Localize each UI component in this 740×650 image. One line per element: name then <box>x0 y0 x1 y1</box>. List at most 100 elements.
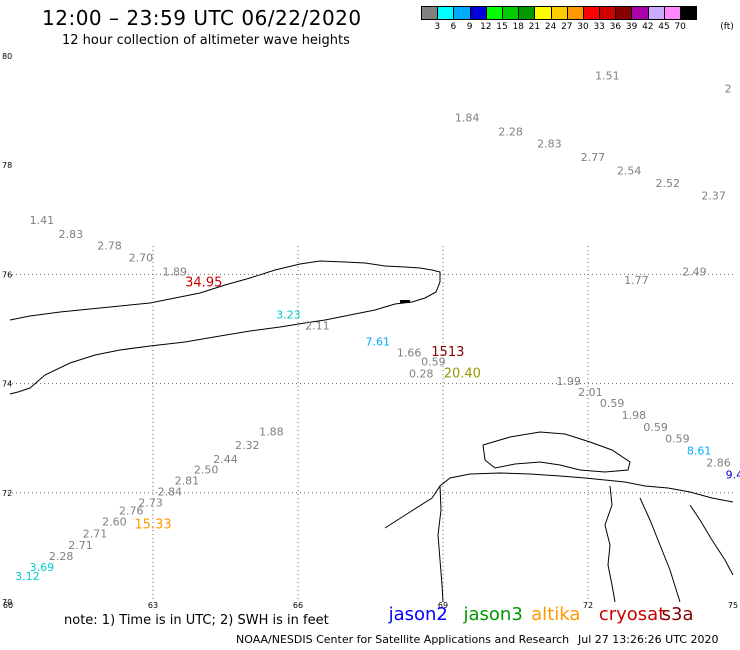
wave-height-observation: 2.73 <box>138 496 163 509</box>
wave-height-observation: 0.59 <box>600 397 625 410</box>
wave-height-observation: 1.84 <box>455 112 480 125</box>
wave-height-observation: 1.77 <box>624 274 649 287</box>
wave-height-observation: 2.01 <box>578 386 603 399</box>
legend-altika: altika <box>531 604 581 625</box>
wave-height-observation: 20.40 <box>444 367 481 382</box>
legend-s3a: s3a <box>661 604 694 625</box>
color-scale-unit: (ft) <box>720 22 734 32</box>
wave-height-observation: 3.12 <box>15 570 40 583</box>
wave-height-observation: 2.77 <box>581 151 606 164</box>
longitude-label: 60 <box>3 601 13 610</box>
wave-height-observation: 2.83 <box>59 228 84 241</box>
color-scale-label: 45 <box>658 22 670 32</box>
map-title: 12:00 – 23:59 UTC 06/22/2020 <box>42 6 362 30</box>
wave-height-color-scale <box>421 6 698 20</box>
legend-jason2: jason2 <box>388 604 448 625</box>
color-scale-label: 30 <box>577 22 589 32</box>
wave-height-observation: 2.54 <box>617 164 642 177</box>
color-scale-label: 9 <box>466 22 473 32</box>
novaya-zemlya-coastline <box>9 260 441 395</box>
wave-height-observation: 2.49 <box>682 265 707 278</box>
wave-height-observation: 2.50 <box>194 464 219 477</box>
wave-height-observation: 2.71 <box>68 539 93 552</box>
color-scale-label: 3 <box>434 22 441 32</box>
wave-height-observation: 0.59 <box>421 356 446 369</box>
wave-height-observation: 1.89 <box>163 265 188 278</box>
ob-estuary-west <box>437 485 444 603</box>
wave-height-observation: 2.86 <box>706 457 731 470</box>
units-note: note: 1) Time is in UTC; 2) SWH is in fe… <box>64 613 329 628</box>
latitude-label: 74 <box>2 380 12 389</box>
longitude-label: 66 <box>293 601 303 610</box>
wave-height-observation: 2.11 <box>305 320 330 333</box>
wave-height-observation: 8.61 <box>687 445 712 458</box>
color-scale-label: 42 <box>642 22 654 32</box>
latitude-label: 72 <box>2 489 12 498</box>
gyda-estuary <box>604 485 616 603</box>
wave-height-observation: 2.44 <box>213 453 238 466</box>
wave-height-observation: 15.33 <box>134 517 171 532</box>
color-scale-label: 36 <box>609 22 622 32</box>
generated-date: Jul 27 13:26:26 UTC 2020 <box>578 633 719 646</box>
color-scale-label: 12 <box>480 22 492 32</box>
wave-height-observation: 7.61 <box>366 335 391 348</box>
wave-height-observation: 1.98 <box>622 409 647 422</box>
wave-height-observation: 1513 <box>431 345 464 360</box>
wave-height-observation: 1.41 <box>30 214 55 227</box>
taz-estuary <box>639 497 681 603</box>
wave-height-observation: 2.78 <box>97 239 122 252</box>
latitude-label: 76 <box>2 270 12 279</box>
wave-height-observation: 2.28 <box>498 126 523 139</box>
wave-height-observation: 1.51 <box>595 69 620 82</box>
credit-text: NOAA/NESDIS Center for Satellite Applica… <box>236 633 570 646</box>
longitude-label: 69 <box>438 601 448 610</box>
wave-height-observation: 2.70 <box>129 251 154 264</box>
yenisei-coast <box>689 504 734 576</box>
latitude-label: 80 <box>2 52 12 61</box>
wave-height-observation: 0.28 <box>409 368 434 381</box>
color-scale-label: 33 <box>593 22 605 32</box>
legend-cryosat: cryosat <box>598 604 666 625</box>
longitude-label: 75 <box>728 601 738 610</box>
latitude-label: 70 <box>2 598 12 607</box>
color-scale-label: 27 <box>561 22 573 32</box>
color-scale-label: 15 <box>496 22 508 32</box>
wave-height-observation: 2.32 <box>235 439 260 452</box>
wave-height-observation: 2.28 <box>49 550 74 563</box>
bely-island-coastline <box>482 431 631 473</box>
color-scale-label: 18 <box>512 22 524 32</box>
wave-height-observation: 1.88 <box>259 425 284 438</box>
wave-height-observation: 34.95 <box>185 275 222 290</box>
wave-height-observation: 3.23 <box>276 309 301 322</box>
color-scale-label: 24 <box>544 22 557 32</box>
color-scale-label: 70 <box>674 22 686 32</box>
wave-height-observation: 2.81 <box>175 475 200 488</box>
longitude-label: 72 <box>583 601 593 610</box>
map-subtitle: 12 hour collection of altimeter wave hei… <box>62 33 350 48</box>
wave-height-observation: 2.76 <box>119 505 144 518</box>
wave-height-observation: 3.69 <box>30 561 55 574</box>
wave-height-observation: 2.71 <box>83 528 108 541</box>
wave-height-observation: 0.59 <box>643 421 668 434</box>
color-scale-labels: 3 6 9 12 15 18 21 24 27 30 33 36 39 42 45 70 (ft) <box>421 22 740 34</box>
color-scale-label: 6 <box>450 22 457 32</box>
color-scale-label: 39 <box>625 22 638 32</box>
wave-height-observation: 2.52 <box>656 177 681 190</box>
legend-jason3: jason3 <box>463 604 523 625</box>
small-island <box>400 300 410 303</box>
wave-height-observation: 2.84 <box>158 486 183 499</box>
wave-height-observation: 2.37 <box>701 190 726 203</box>
wave-height-observation: 0.59 <box>665 433 690 446</box>
yamal-coast-north <box>384 472 734 529</box>
wave-height-observation: 1.99 <box>556 375 581 388</box>
wave-height-observation: 9.47 <box>726 469 740 482</box>
longitude-label: 63 <box>148 601 158 610</box>
color-scale-label: 21 <box>528 22 541 32</box>
wave-height-observation: 2.60 <box>102 516 127 529</box>
latitude-label: 78 <box>2 161 12 170</box>
wave-height-observation: 2.83 <box>537 138 562 151</box>
color-swatch <box>680 6 698 20</box>
wave-height-observation: 1.66 <box>397 346 422 359</box>
wave-height-observation: 2 <box>725 83 732 96</box>
